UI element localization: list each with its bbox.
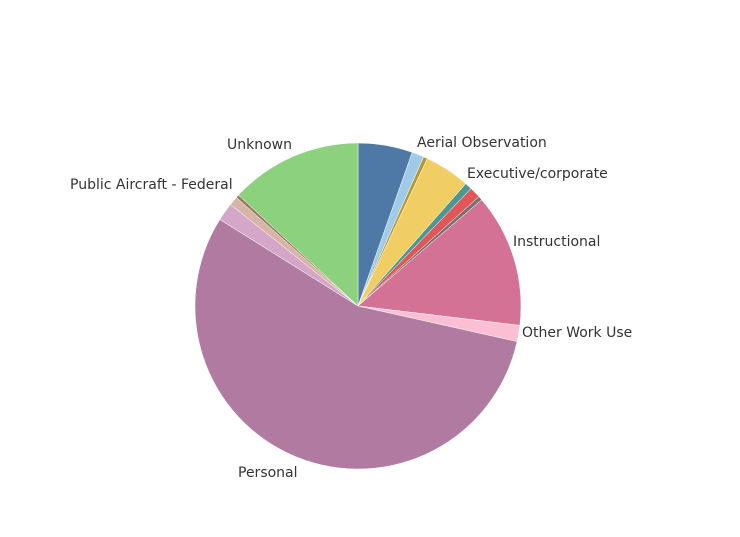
pie-label-instructional: Instructional — [513, 234, 600, 250]
pie-label-other-work-use: Other Work Use — [522, 325, 632, 341]
pie-slice-instructional — [357, 199, 522, 326]
pie-slice-unknown — [238, 142, 359, 307]
pie-slice-personal — [194, 219, 518, 470]
pie-label-aerial-observation: Aerial Observation — [417, 135, 547, 151]
pie-label-unknown: Unknown — [227, 137, 292, 153]
pie-slices — [194, 142, 522, 470]
pie-label-executive-corporate: Executive/corporate — [467, 166, 608, 182]
pie-label-personal: Personal — [238, 465, 298, 481]
pie-labels: Aerial Observation Executive/corporate Ins… — [70, 135, 632, 481]
pie-label-public-aircraft-federal: Public Aircraft - Federal — [70, 177, 233, 193]
